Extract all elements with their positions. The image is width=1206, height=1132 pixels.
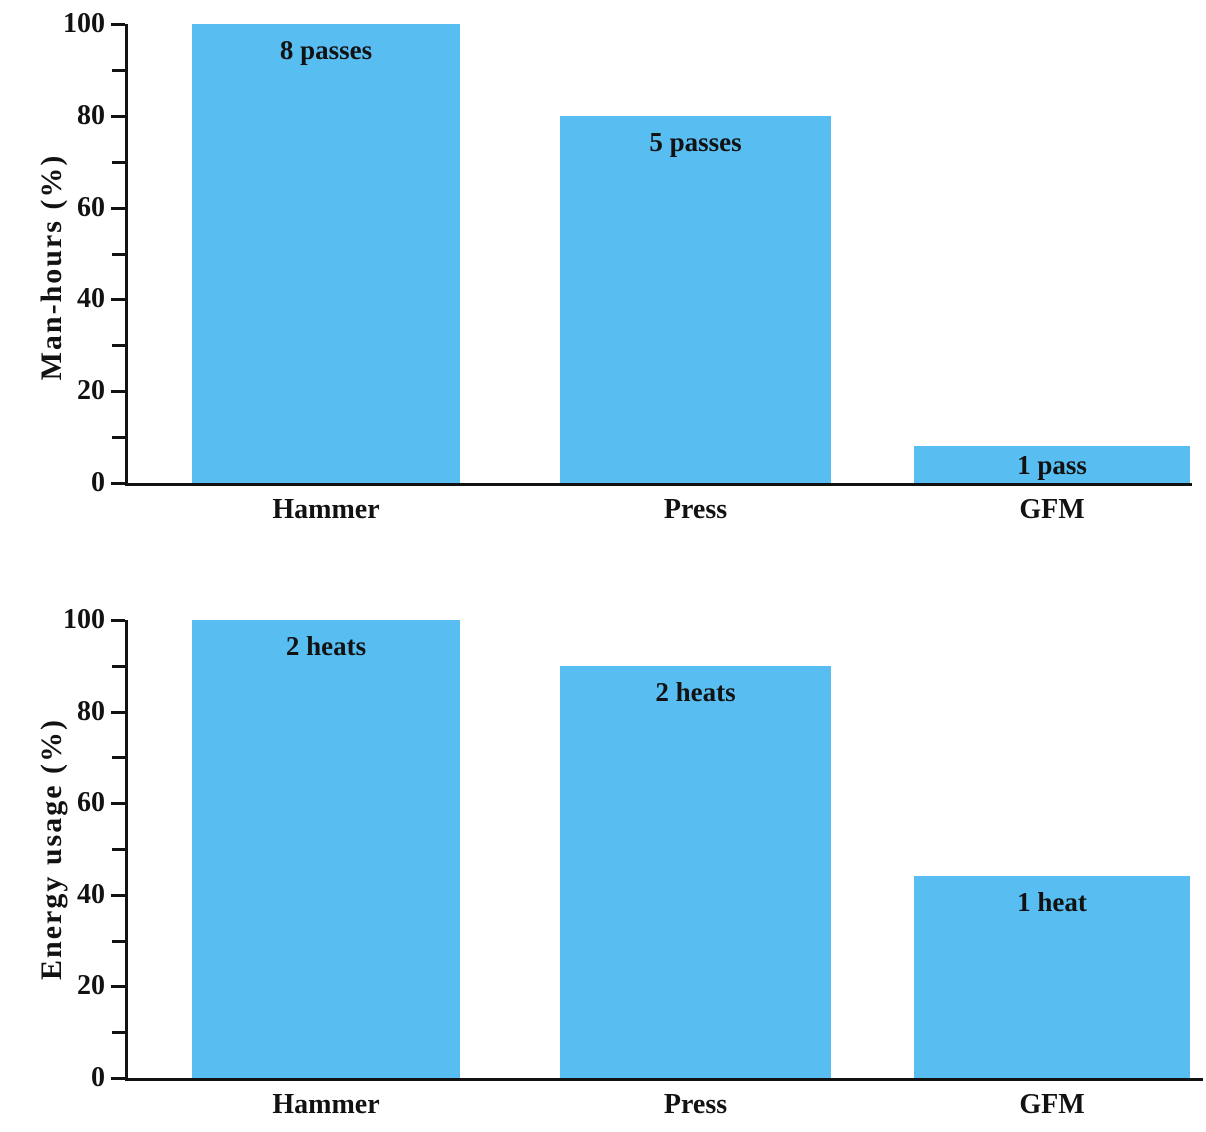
- y-major-tick: [111, 619, 125, 622]
- y-minor-tick: [112, 69, 125, 72]
- x-axis-line: [125, 1078, 1203, 1081]
- y-minor-tick: [112, 1031, 125, 1034]
- y-tick-label: 0: [91, 467, 105, 498]
- bar-press: [560, 666, 831, 1078]
- y-axis-title: Energy usage (%): [35, 718, 68, 980]
- y-tick-label: 80: [77, 100, 105, 131]
- bar-annotation-press: 5 passes: [649, 127, 742, 157]
- bar-annotation-hammer: 2 heats: [285, 631, 367, 661]
- bar-annotation-gfm: 1 heat: [1017, 887, 1087, 917]
- bar-hammer: [192, 620, 460, 1078]
- y-minor-tick: [112, 344, 125, 347]
- x-category-label-gfm: GFM: [1019, 1089, 1085, 1120]
- y-major-tick: [111, 298, 125, 301]
- x-category-label-hammer: Hammer: [272, 1089, 380, 1120]
- x-category-label-hammer: Hammer: [272, 494, 380, 525]
- bar-annotation-gfm: 1 pass: [1017, 450, 1087, 480]
- y-tick-label: 60: [77, 192, 105, 223]
- y-tick-label: 100: [63, 8, 105, 39]
- y-major-tick: [111, 23, 125, 26]
- y-tick-label: 20: [77, 970, 105, 1001]
- bar-gfm: [914, 446, 1190, 483]
- bar-gfm: [914, 876, 1190, 1078]
- y-tick-label: 80: [77, 696, 105, 727]
- y-minor-tick: [112, 848, 125, 851]
- y-major-tick: [111, 1077, 125, 1080]
- y-major-tick: [111, 390, 125, 393]
- y-tick-label: 0: [91, 1062, 105, 1093]
- y-axis-title: Man-hours (%): [35, 153, 68, 381]
- y-axis-line: [125, 24, 128, 486]
- man-hours-chart: Man-hours (%) 0 20 40 60 80 100 8 passes Hammer…: [35, 8, 1192, 525]
- x-category-label-gfm: GFM: [1019, 494, 1085, 525]
- y-major-tick: [111, 711, 125, 714]
- y-major-tick: [111, 207, 125, 210]
- y-major-tick: [111, 985, 125, 988]
- y-minor-tick: [112, 665, 125, 668]
- y-minor-tick: [112, 756, 125, 759]
- y-minor-tick: [112, 253, 125, 256]
- y-tick-label: 100: [63, 604, 105, 635]
- y-tick-label: 60: [77, 787, 105, 818]
- bar-annotation-hammer: 8 passes: [279, 35, 373, 65]
- y-tick-label: 40: [77, 283, 105, 314]
- y-tick-label: 20: [77, 375, 105, 406]
- y-major-tick: [111, 802, 125, 805]
- bar-press: [560, 116, 831, 483]
- x-category-label-press: Press: [663, 1089, 728, 1120]
- y-minor-tick: [112, 161, 125, 164]
- x-category-label-press: Press: [663, 494, 728, 525]
- y-major-tick: [111, 482, 125, 485]
- y-major-tick: [111, 894, 125, 897]
- y-tick-label: 40: [77, 879, 105, 910]
- bar-hammer: [192, 24, 460, 483]
- y-axis-line: [125, 620, 128, 1081]
- y-minor-tick: [112, 436, 125, 439]
- bar-annotation-press: 2 heats: [655, 677, 736, 707]
- x-axis-line: [125, 483, 1192, 486]
- energy-usage-chart: Energy usage (%) 0 20 40 60 80 100 2 heats Hamm…: [0, 566, 1206, 1132]
- y-major-tick: [111, 115, 125, 118]
- y-minor-tick: [112, 940, 125, 943]
